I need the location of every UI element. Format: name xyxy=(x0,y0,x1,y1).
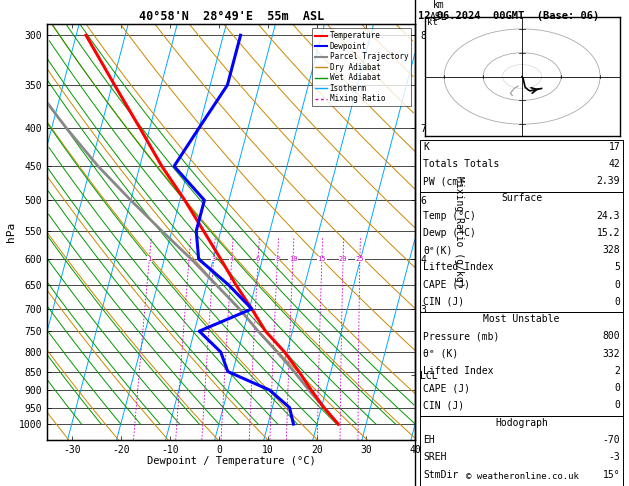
Text: 2: 2 xyxy=(187,256,191,262)
Text: Totals Totals: Totals Totals xyxy=(423,159,499,169)
Text: 42: 42 xyxy=(608,159,620,169)
Text: Most Unstable: Most Unstable xyxy=(483,314,560,324)
Text: 17: 17 xyxy=(608,142,620,152)
Text: 0: 0 xyxy=(615,280,620,290)
Text: © weatheronline.co.uk: © weatheronline.co.uk xyxy=(465,472,579,481)
Text: θᵉ (K): θᵉ (K) xyxy=(423,349,459,359)
Text: 0: 0 xyxy=(615,297,620,307)
Text: 10: 10 xyxy=(289,256,298,262)
Text: PW (cm): PW (cm) xyxy=(423,176,464,186)
Text: 15°: 15° xyxy=(603,469,620,480)
Text: 6: 6 xyxy=(256,256,260,262)
Text: km
ASL: km ASL xyxy=(430,0,448,22)
Text: EH: EH xyxy=(423,435,435,445)
Text: CAPE (J): CAPE (J) xyxy=(423,383,470,393)
Text: 25: 25 xyxy=(355,256,364,262)
Text: θᵉ(K): θᵉ(K) xyxy=(423,245,453,255)
Y-axis label: hPa: hPa xyxy=(6,222,16,242)
Text: Mixing Ratio (g/kg): Mixing Ratio (g/kg) xyxy=(454,176,464,288)
Text: 3: 3 xyxy=(211,256,216,262)
Text: 4: 4 xyxy=(230,256,234,262)
Text: K: K xyxy=(423,142,429,152)
Text: 0: 0 xyxy=(615,400,620,411)
Text: SREH: SREH xyxy=(423,452,447,462)
Text: 800: 800 xyxy=(603,331,620,342)
Text: 2: 2 xyxy=(615,366,620,376)
Text: 2.39: 2.39 xyxy=(597,176,620,186)
Text: 328: 328 xyxy=(603,245,620,255)
Text: -70: -70 xyxy=(603,435,620,445)
Text: 5: 5 xyxy=(615,262,620,273)
Text: Dewp (°C): Dewp (°C) xyxy=(423,228,476,238)
Text: 15.2: 15.2 xyxy=(597,228,620,238)
Text: 8: 8 xyxy=(276,256,280,262)
Text: 332: 332 xyxy=(603,349,620,359)
Text: -3: -3 xyxy=(608,452,620,462)
Text: 12.06.2024  00GMT  (Base: 06): 12.06.2024 00GMT (Base: 06) xyxy=(418,11,599,21)
Text: Lifted Index: Lifted Index xyxy=(423,366,494,376)
Text: 0: 0 xyxy=(615,383,620,393)
Text: kt: kt xyxy=(426,18,437,27)
X-axis label: Dewpoint / Temperature (°C): Dewpoint / Temperature (°C) xyxy=(147,456,316,466)
Text: 20: 20 xyxy=(339,256,347,262)
Text: CIN (J): CIN (J) xyxy=(423,400,464,411)
Text: CIN (J): CIN (J) xyxy=(423,297,464,307)
Text: Lifted Index: Lifted Index xyxy=(423,262,494,273)
Legend: Temperature, Dewpoint, Parcel Trajectory, Dry Adiabat, Wet Adiabat, Isotherm, Mi: Temperature, Dewpoint, Parcel Trajectory… xyxy=(312,28,411,106)
Text: CAPE (J): CAPE (J) xyxy=(423,280,470,290)
Text: Pressure (mb): Pressure (mb) xyxy=(423,331,499,342)
Text: StmDir: StmDir xyxy=(423,469,459,480)
Text: Surface: Surface xyxy=(501,193,542,204)
Text: Temp (°C): Temp (°C) xyxy=(423,211,476,221)
Text: Hodograph: Hodograph xyxy=(495,418,548,428)
Text: 15: 15 xyxy=(318,256,326,262)
Text: 1: 1 xyxy=(147,256,152,262)
Title: 40°58'N  28°49'E  55m  ASL: 40°58'N 28°49'E 55m ASL xyxy=(138,10,324,23)
Text: 24.3: 24.3 xyxy=(597,211,620,221)
